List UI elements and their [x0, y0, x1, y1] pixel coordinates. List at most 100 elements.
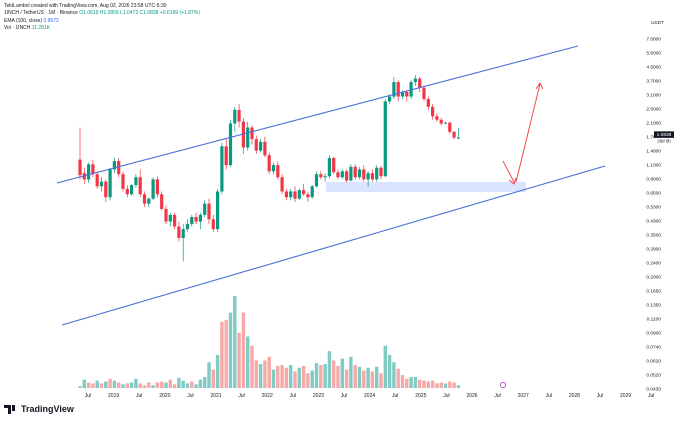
- candle-body: [375, 167, 379, 180]
- volume-bar: [228, 312, 233, 388]
- volume-bar: [203, 376, 207, 388]
- event-marker-icon: [500, 382, 506, 388]
- volume-bar: [271, 369, 276, 388]
- volume-bar: [422, 380, 426, 388]
- y-tick-label: 0.1650: [646, 289, 661, 295]
- symbol-label[interactable]: 1INCH / TetherUS · 1M · Binance: [4, 10, 78, 17]
- volume-bar: [456, 385, 461, 388]
- candle-body: [142, 194, 147, 204]
- volume-bar: [319, 365, 323, 388]
- volume-bar: [155, 382, 160, 388]
- volume-bar: [280, 365, 284, 388]
- candle-body: [224, 146, 228, 166]
- candle-body: [323, 176, 327, 178]
- candle-body: [155, 179, 159, 195]
- candle-body: [383, 101, 387, 177]
- volume-bar: [353, 365, 357, 388]
- ema-label[interactable]: EMA (100, close): [4, 17, 43, 24]
- volume-bar: [387, 354, 392, 388]
- y-tick-label: 0.6500: [646, 191, 661, 197]
- candle-body: [332, 158, 336, 173]
- volume-bar: [112, 380, 117, 388]
- x-tick-label: 2021: [210, 393, 221, 399]
- candle-body: [168, 214, 172, 222]
- candle-body: [91, 164, 95, 175]
- x-tick-label: Jul: [341, 393, 347, 399]
- volume-bar: [452, 382, 456, 388]
- candle-body: [173, 214, 177, 227]
- volume-bar: [439, 382, 443, 388]
- candle-body: [112, 161, 116, 170]
- volume-bar: [405, 378, 409, 388]
- volume-bar: [293, 371, 297, 388]
- volume-bar: [181, 380, 185, 388]
- candle-body: [280, 177, 284, 192]
- volume-bar: [121, 384, 125, 388]
- volume-bar: [344, 369, 349, 388]
- volume-label[interactable]: Vol · 1INCH: [4, 25, 31, 32]
- y-tick-label: 0.4300: [646, 219, 661, 225]
- y-tick-label: 0.2000: [646, 275, 661, 281]
- x-tick-label: 2029: [620, 393, 631, 399]
- volume-bar: [267, 356, 271, 388]
- y-tick-label: 0.1350: [646, 303, 661, 309]
- candle-body: [431, 106, 435, 117]
- y-tick-label: 3.7000: [646, 79, 661, 85]
- candle-body: [297, 190, 301, 199]
- y-tick-label: 0.2900: [646, 247, 661, 253]
- candle-body: [362, 169, 366, 180]
- candle-body: [435, 116, 439, 120]
- x-tick-label: 2023: [313, 393, 324, 399]
- candle-body: [409, 82, 413, 97]
- volume-bar: [194, 384, 198, 388]
- candle-body: [181, 229, 185, 238]
- volume-bar: [220, 321, 224, 388]
- y-tick-label: 0.0900: [646, 331, 661, 337]
- last-price-label: 1.0838: [657, 132, 672, 138]
- candle-body: [448, 122, 452, 132]
- x-tick-label: Jul: [597, 393, 603, 399]
- volume-bar: [336, 365, 340, 388]
- candle-body: [306, 194, 310, 198]
- candle-body: [439, 119, 443, 124]
- volume-bar: [237, 332, 241, 388]
- x-tick-label: Jul: [443, 393, 449, 399]
- y-tick-label: 0.8000: [646, 177, 661, 183]
- candle-body: [366, 173, 370, 180]
- y-tick-label: 0.0520: [646, 373, 661, 379]
- volume-bar: [177, 377, 181, 388]
- candle-body: [194, 217, 198, 222]
- ema-line: EMA (100, close) 0.9572: [4, 18, 200, 25]
- volume-bar: [418, 379, 422, 388]
- candle-body: [396, 82, 400, 97]
- candle-body: [392, 82, 396, 97]
- candle-body: [259, 141, 263, 151]
- candle-body: [177, 226, 181, 238]
- candle-body: [220, 146, 224, 192]
- volume-bar: [207, 362, 211, 388]
- volume-bar: [400, 375, 405, 388]
- candle-body: [426, 98, 430, 107]
- y-tick-label: 0.5300: [646, 205, 661, 211]
- volume-bar: [198, 379, 203, 388]
- last-price-badge: [654, 131, 674, 138]
- candle-body: [422, 87, 426, 99]
- volume-bar: [246, 336, 250, 388]
- volume-bar: [129, 382, 134, 388]
- candle-body: [271, 165, 276, 172]
- volume-bar: [91, 383, 95, 388]
- candle-body: [357, 169, 362, 178]
- x-tick-label: Jul: [238, 393, 244, 399]
- x-tick-label: 2022: [262, 393, 273, 399]
- volume-bar: [211, 369, 215, 388]
- volume-bar: [448, 381, 452, 388]
- volume-bar: [151, 385, 155, 388]
- candle-body: [125, 188, 129, 195]
- y-tick-label: 7.0000: [646, 37, 661, 43]
- candle-body: [246, 127, 250, 148]
- author-line: TektLambol created with TradingView.com,…: [4, 3, 167, 9]
- candle-body: [319, 174, 323, 178]
- volume-bar: [224, 319, 228, 388]
- candle-body: [353, 166, 357, 178]
